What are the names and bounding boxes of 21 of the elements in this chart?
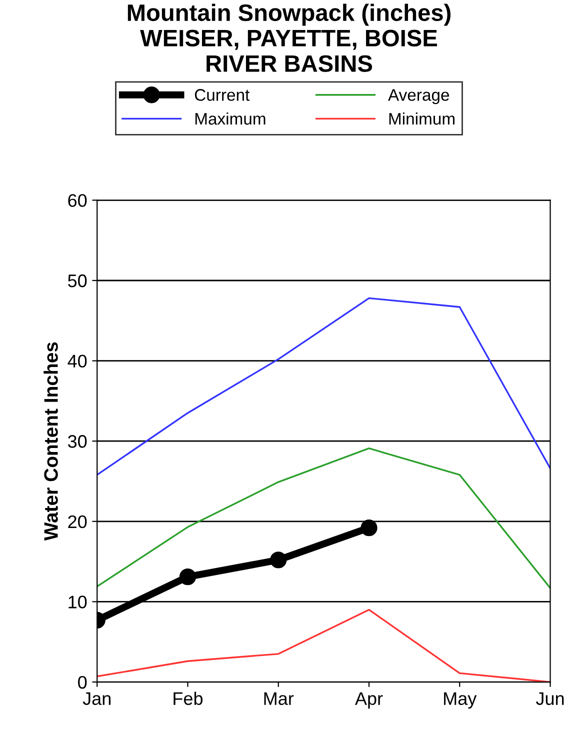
legend-label: Current (194, 89, 250, 101)
x-tick-label: May (444, 692, 477, 709)
legend-label: Minimum (389, 112, 454, 125)
point (360, 519, 378, 536)
y-tick-label: 20 (68, 515, 87, 528)
y-tick-label: 60 (68, 194, 87, 207)
x-tick-label: Mar (264, 692, 294, 705)
y-tick-label: 40 (68, 354, 87, 368)
x-tick-label: Jan (82, 692, 110, 705)
legend-label: Maximum (195, 112, 266, 125)
x-tick-label: Jun (536, 692, 564, 705)
y-tick-label: 10 (68, 596, 87, 608)
legend-label: Average (388, 89, 450, 104)
y-tick-label: 30 (68, 435, 87, 448)
chart-title: Mountain Snowpack (inches) WEISER, PAYETTE, BOISE RIVER BASINS (128, 4, 451, 72)
y-tick-label: 0 (78, 676, 87, 689)
y-axis-title: Water Content Inches (44, 342, 58, 541)
x-tick-label: Apr (354, 692, 383, 709)
point (270, 552, 287, 568)
y-tick-label: 50 (68, 274, 87, 288)
x-tick-label: Feb (174, 692, 203, 705)
